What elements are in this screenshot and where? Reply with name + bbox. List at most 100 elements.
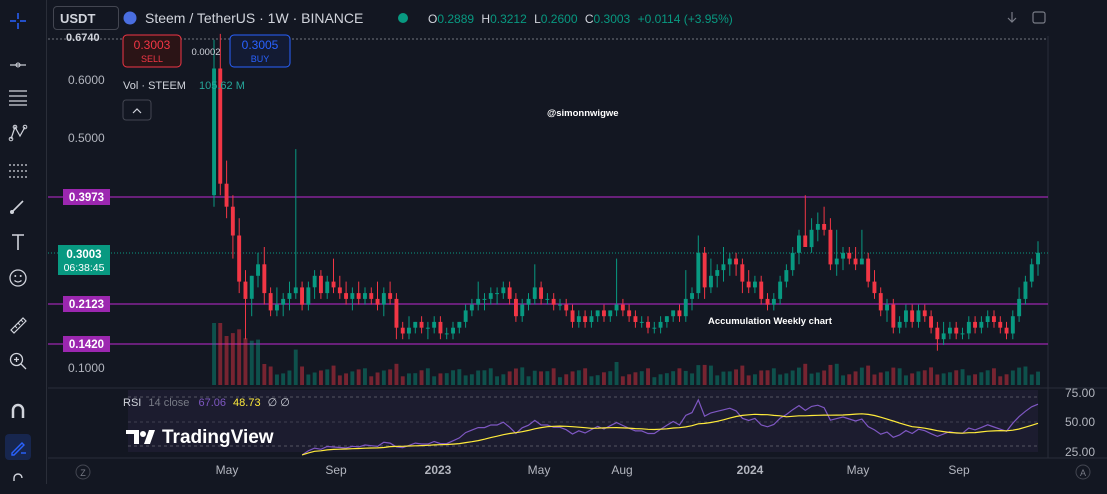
current-price-tag[interactable]: 0.3003 06:38:45 (58, 245, 110, 275)
volume-bar (539, 371, 543, 385)
timezone-button[interactable]: Z (75, 464, 91, 480)
candle-body (998, 321, 1003, 328)
magnet-icon[interactable] (5, 398, 31, 424)
candle-body (438, 321, 443, 334)
candle-body (476, 298, 481, 305)
download-icon[interactable] (1007, 12, 1017, 23)
candle-body (633, 316, 638, 322)
candle-body (243, 281, 248, 299)
symbol-search-button[interactable]: USDT (53, 6, 119, 30)
rsi-pane (301, 398, 1039, 456)
candle-body (771, 298, 776, 305)
candle-body (369, 293, 374, 299)
candle-body (690, 293, 694, 299)
current-price-value: 0.3003 (66, 249, 101, 261)
volume-bar (507, 371, 512, 385)
ruler-icon[interactable] (5, 312, 31, 338)
level-tag-0-1420[interactable]: 0.1420 (63, 336, 110, 352)
candle-body (790, 252, 795, 271)
volume-bar (608, 371, 613, 385)
volume-bar (243, 338, 248, 385)
volume-bar (847, 374, 852, 385)
volume-bar (520, 367, 525, 385)
crosshair-icon[interactable] (5, 8, 31, 34)
candle-body (658, 321, 663, 328)
volume-bar (910, 373, 915, 385)
volume-bar (715, 375, 720, 385)
lock-drawing-icon[interactable] (5, 434, 31, 460)
volume-bar (451, 370, 455, 385)
candle-body (287, 293, 292, 299)
level-tag-0-3973[interactable]: 0.3973 (63, 189, 110, 205)
level-tag-0-2123[interactable]: 0.2123 (63, 296, 110, 312)
candle-body (683, 298, 688, 317)
volume-bar (866, 365, 871, 385)
candle-body (910, 310, 915, 322)
prediction-icon[interactable] (5, 157, 31, 183)
volume-bar (532, 370, 537, 385)
candle-body (514, 298, 518, 317)
emoji-icon[interactable] (5, 265, 31, 291)
sell-button[interactable]: 0.3003 SELL (122, 34, 182, 68)
candle-body (916, 310, 921, 322)
auto-scale-button[interactable]: A (1075, 464, 1091, 480)
candle-body (929, 316, 933, 328)
volume-bar (690, 373, 694, 385)
candle-body (444, 333, 449, 335)
fullscreen-icon[interactable] (1032, 11, 1046, 24)
bar-countdown: 06:38:45 (64, 262, 105, 274)
buy-label: BUY (251, 54, 270, 64)
volume-bar (620, 376, 625, 385)
trend-line-icon[interactable] (5, 48, 31, 74)
volume-bar (614, 362, 619, 385)
candle-body (803, 235, 808, 247)
candle-body (841, 252, 845, 259)
candle-body (627, 310, 632, 317)
volume-bar (834, 363, 839, 385)
candle-body (589, 316, 594, 322)
text-icon[interactable] (5, 229, 31, 255)
volume-bar (325, 369, 330, 385)
accumulation-annotation[interactable]: Accumulation Weekly chart (708, 316, 833, 327)
volume-bar (797, 367, 801, 385)
candle-body (281, 298, 286, 305)
candle-body (935, 327, 940, 340)
candle-body (249, 275, 254, 299)
chart-canvas[interactable]: Steem / TetherUS · 1W · BINANCE O0.2889 … (48, 0, 1107, 484)
collapse-legend-button[interactable] (122, 99, 152, 121)
volume-bar (564, 374, 569, 385)
rsi-tick-75: 75.00 (1065, 386, 1095, 400)
candle-body (501, 287, 506, 294)
candle-body (885, 304, 889, 311)
candle-body (866, 258, 871, 282)
candle-body (1004, 327, 1009, 334)
candle-body (992, 316, 996, 322)
rsi-band-fill (128, 390, 1038, 452)
volume-bar (419, 370, 424, 385)
candle-body (237, 235, 242, 282)
candle-body (293, 287, 298, 294)
buy-price: 0.3005 (242, 38, 279, 52)
candle-body (853, 258, 858, 265)
candle-body (765, 298, 770, 305)
pattern-icon[interactable] (5, 120, 31, 146)
candle-body (375, 298, 380, 305)
volume-bar (841, 375, 845, 385)
volume-bar (589, 376, 594, 385)
volume-bar (425, 368, 430, 385)
lock-icon[interactable] (5, 468, 31, 494)
candle-body (1010, 316, 1015, 334)
candle-body (1036, 252, 1040, 265)
volume-bar (985, 370, 990, 385)
fib-lines-icon[interactable] (5, 84, 31, 110)
buy-button[interactable]: 0.3005 BUY (229, 34, 291, 68)
price-tick-0-5000: 0.5000 (68, 131, 105, 145)
volume-bar (230, 333, 235, 385)
brush-icon[interactable] (5, 193, 31, 219)
market-status-icon[interactable] (398, 13, 408, 23)
time-axis[interactable]: May Sep 2023 May Aug 2024 May Sep (216, 463, 970, 477)
candle-body (425, 327, 430, 329)
zoom-icon[interactable] (5, 348, 31, 374)
volume-bar (822, 370, 827, 385)
author-annotation[interactable]: @simonnwigwe (547, 108, 619, 119)
